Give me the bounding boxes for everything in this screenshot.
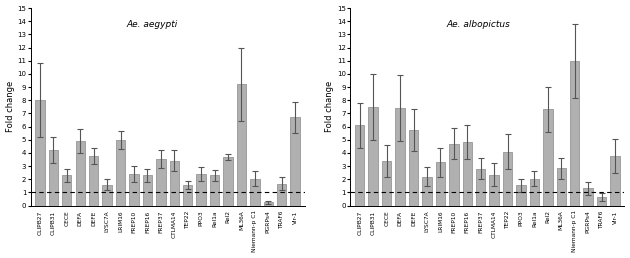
Bar [156, 159, 166, 206]
Bar [369, 107, 378, 206]
Bar [409, 130, 418, 206]
Y-axis label: Fold change: Fold change [6, 81, 14, 132]
Bar [556, 168, 566, 206]
Text: Ae. aegypti: Ae. aegypti [127, 20, 178, 29]
Bar [449, 144, 459, 206]
Bar [76, 141, 85, 206]
Bar [355, 125, 365, 206]
Bar [169, 161, 179, 206]
Bar [237, 84, 246, 206]
Bar [116, 140, 125, 206]
Bar [490, 175, 499, 206]
Bar [250, 179, 260, 206]
Bar [436, 162, 445, 206]
Bar [263, 202, 273, 206]
Bar [62, 175, 71, 206]
Bar [422, 177, 432, 206]
Bar [396, 108, 404, 206]
Bar [49, 150, 58, 206]
Bar [103, 184, 112, 206]
Bar [462, 142, 472, 206]
Bar [290, 117, 300, 206]
Bar [277, 184, 287, 206]
Bar [570, 61, 580, 206]
Bar [597, 197, 606, 206]
Bar [183, 185, 192, 206]
Bar [197, 174, 206, 206]
Bar [583, 188, 593, 206]
Bar [610, 156, 620, 206]
Bar [89, 156, 98, 206]
Bar [382, 161, 391, 206]
Bar [503, 152, 512, 206]
Bar [210, 175, 219, 206]
Bar [223, 157, 232, 206]
Bar [543, 109, 553, 206]
Text: Ae. albopictus: Ae. albopictus [446, 20, 510, 29]
Bar [476, 169, 485, 206]
Bar [517, 185, 525, 206]
Bar [142, 175, 152, 206]
Bar [129, 174, 139, 206]
Bar [530, 179, 539, 206]
Bar [35, 100, 45, 206]
Y-axis label: Fold change: Fold change [326, 81, 335, 132]
